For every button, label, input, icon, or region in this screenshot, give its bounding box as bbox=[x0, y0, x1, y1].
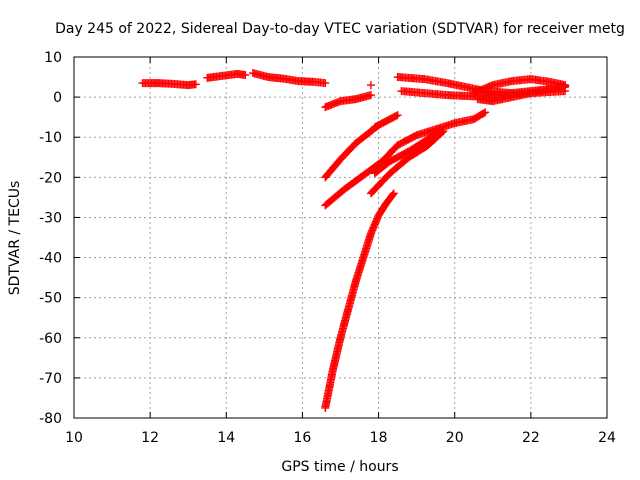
y-tick-label: -60 bbox=[39, 331, 62, 347]
data-series bbox=[321, 121, 383, 182]
x-tick-labels: 10 12 14 16 18 20 22 24 bbox=[65, 430, 616, 446]
y-tick-label: -80 bbox=[39, 411, 62, 427]
data-point bbox=[191, 80, 200, 89]
x-tick-label: 12 bbox=[141, 430, 159, 446]
chart-title: Day 245 of 2022, Sidereal Day-to-day VTE… bbox=[55, 21, 625, 37]
data-point bbox=[434, 126, 443, 135]
data-series bbox=[138, 79, 200, 90]
data-point bbox=[389, 189, 398, 198]
axis-ticks bbox=[73, 56, 608, 419]
grid-lines bbox=[74, 57, 607, 418]
data-series bbox=[203, 69, 250, 82]
data-series bbox=[370, 125, 444, 178]
data-point bbox=[479, 109, 488, 118]
x-tick-label: 18 bbox=[370, 430, 388, 446]
data-point bbox=[435, 125, 444, 134]
data-point bbox=[241, 71, 250, 80]
data-point bbox=[321, 79, 330, 88]
x-tick-label: 14 bbox=[217, 430, 235, 446]
data-series bbox=[321, 189, 398, 412]
y-axis-title: SDTVAR / TECUs bbox=[7, 181, 23, 296]
data-point bbox=[366, 81, 375, 90]
data-series bbox=[248, 69, 330, 88]
data-point bbox=[393, 111, 402, 120]
data-point bbox=[373, 122, 382, 131]
x-axis-title: GPS time / hours bbox=[281, 459, 398, 475]
data-point bbox=[374, 121, 383, 130]
plot-frame bbox=[73, 56, 608, 419]
x-tick-label: 24 bbox=[598, 430, 616, 446]
data-point bbox=[366, 91, 375, 100]
data-series bbox=[473, 81, 570, 106]
data-point bbox=[561, 81, 570, 90]
data-series bbox=[366, 81, 375, 90]
x-tick-label: 16 bbox=[294, 430, 312, 446]
x-tick-label: 10 bbox=[65, 430, 83, 446]
y-tick-label: -20 bbox=[39, 170, 62, 186]
data-points bbox=[138, 69, 570, 412]
data-series bbox=[321, 91, 375, 112]
y-tick-label: 10 bbox=[44, 50, 62, 66]
y-tick-label: -10 bbox=[39, 130, 62, 146]
y-tick-label: -50 bbox=[39, 291, 62, 307]
y-tick-label: -40 bbox=[39, 251, 62, 267]
y-tick-labels: 10 0 -10 -20 -30 -40 -50 -60 -70 -80 bbox=[39, 50, 62, 427]
data-point bbox=[481, 108, 490, 117]
y-tick-label: -70 bbox=[39, 371, 62, 387]
x-tick-label: 22 bbox=[522, 430, 540, 446]
y-tick-label: 0 bbox=[53, 90, 62, 106]
x-tick-label: 20 bbox=[446, 430, 464, 446]
data-point bbox=[392, 111, 401, 120]
data-point bbox=[388, 190, 397, 199]
y-tick-label: -30 bbox=[39, 210, 62, 226]
data-series bbox=[321, 108, 490, 210]
